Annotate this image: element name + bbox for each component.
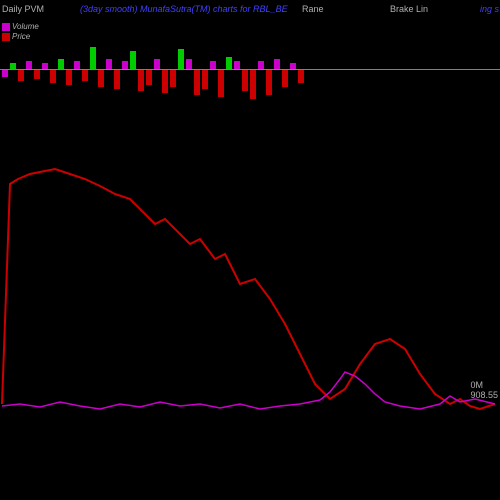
price-panel: [0, 124, 500, 444]
volume-bar: [194, 69, 200, 95]
volume-bar: [234, 61, 240, 69]
volume-bars-container: [0, 24, 500, 114]
volume-bar: [50, 69, 56, 83]
volume-bar: [154, 59, 160, 69]
volume-bar: [298, 69, 304, 83]
volume-panel: [0, 24, 500, 114]
header-title-2: (3day smooth) MunafaSutra(TM) charts for…: [80, 4, 288, 14]
volume-bar: [218, 69, 224, 97]
volume-baseline: [0, 69, 500, 70]
volume-bar: [170, 69, 176, 87]
volume-bar: [98, 69, 104, 87]
volume-bar: [186, 59, 192, 69]
right-axis-labels: 0M 908.55: [470, 380, 498, 400]
volume-bar: [242, 69, 248, 91]
volume-bar: [90, 47, 96, 69]
volume-bar: [58, 59, 64, 69]
header-title-1: Daily PVM: [2, 4, 44, 14]
volume-bar: [274, 59, 280, 69]
volume-bar: [130, 51, 136, 69]
price-chart-svg: [0, 124, 500, 444]
right-label-price: 908.55: [470, 390, 498, 400]
volume-bar: [106, 59, 112, 69]
volume-bar: [162, 69, 168, 93]
volume-bar: [250, 69, 256, 99]
header-title-5: ing s: [480, 4, 499, 14]
line-price: [2, 169, 495, 409]
volume-bar: [138, 69, 144, 91]
chart-header: Daily PVM (3day smooth) MunafaSutra(TM) …: [0, 0, 500, 24]
volume-bar: [114, 69, 120, 89]
volume-bar: [146, 69, 152, 85]
volume-bar: [74, 61, 80, 69]
volume-bar: [34, 69, 40, 79]
volume-bar: [18, 69, 24, 81]
volume-bar: [26, 61, 32, 69]
volume-bar: [210, 61, 216, 69]
right-label-0m: 0M: [470, 380, 498, 390]
volume-bar: [2, 69, 8, 77]
volume-bar: [66, 69, 72, 85]
line-volume: [2, 372, 495, 409]
volume-bar: [258, 61, 264, 69]
header-title-4: Brake Lin: [390, 4, 428, 14]
volume-bar: [226, 57, 232, 69]
volume-bar: [82, 69, 88, 81]
chart-area: [0, 24, 500, 500]
volume-bar: [266, 69, 272, 95]
header-title-3: Rane: [302, 4, 324, 14]
volume-bar: [282, 69, 288, 87]
volume-bar: [202, 69, 208, 89]
volume-bar: [122, 61, 128, 69]
volume-bar: [178, 49, 184, 69]
